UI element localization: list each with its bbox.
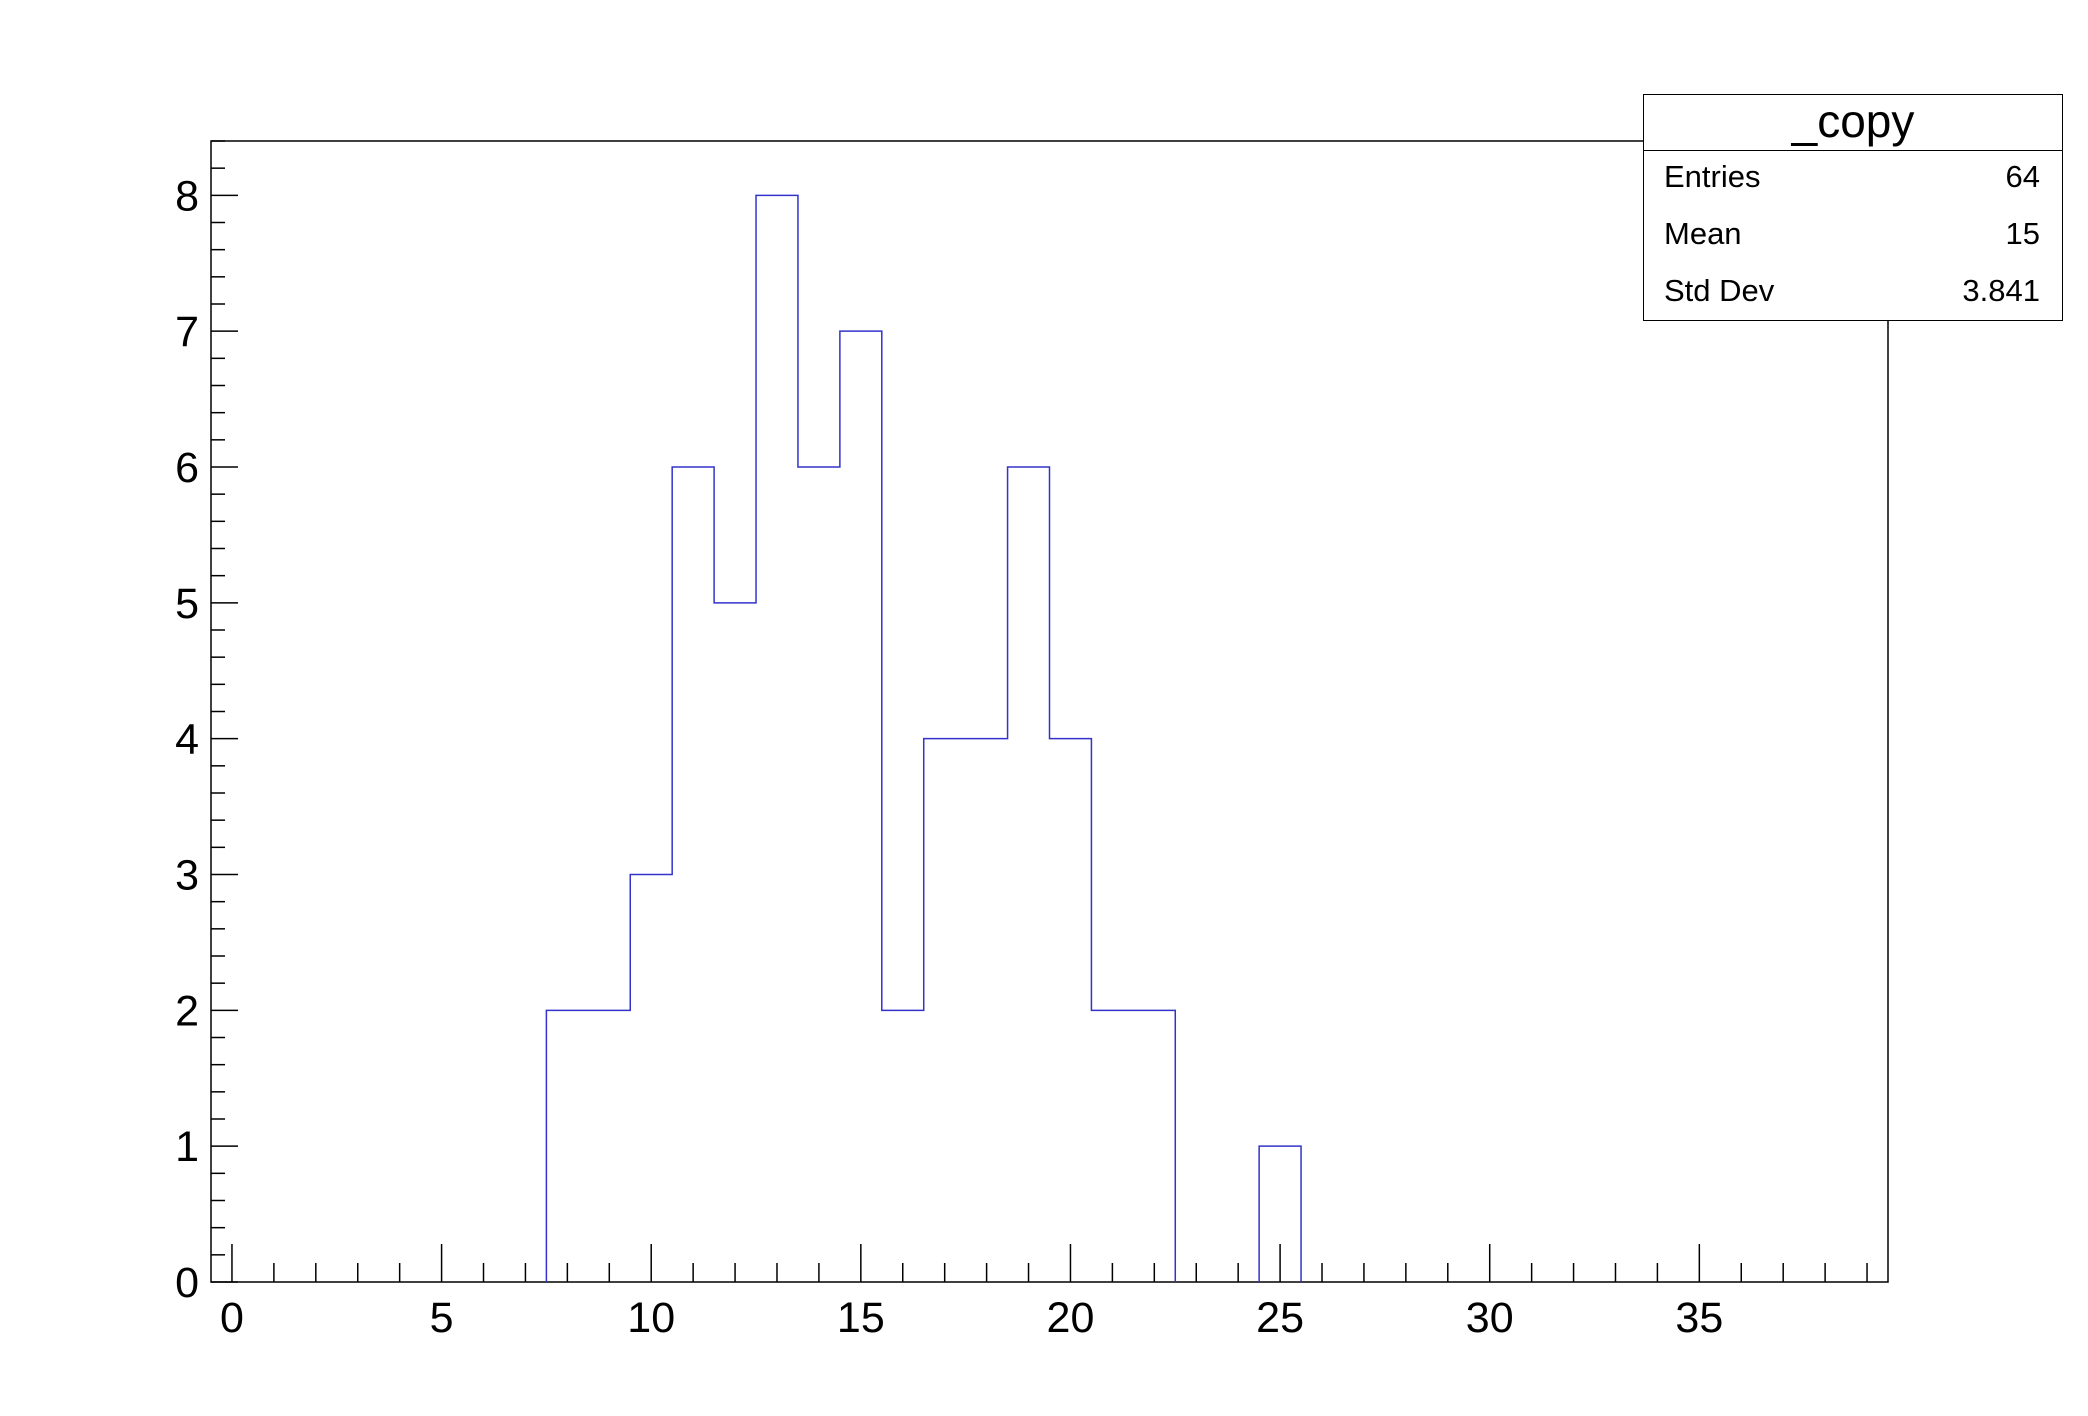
stats-mean-value: 15 [2005, 216, 2040, 251]
stats-mean-label: Mean [1664, 216, 1742, 251]
x-tick-label: 25 [1256, 1294, 1304, 1342]
stats-entries-value: 64 [2005, 159, 2040, 194]
x-tick-label: 20 [1047, 1294, 1095, 1342]
x-tick-label: 5 [430, 1294, 454, 1342]
y-tick-label: 6 [175, 444, 199, 492]
stats-row-stddev: Std Dev 3.841 [1664, 266, 2040, 316]
y-tick-label: 4 [175, 716, 199, 764]
stats-stddev-label: Std Dev [1664, 273, 1775, 308]
x-tick-label: 0 [220, 1294, 244, 1342]
y-tick-label: 3 [175, 852, 199, 900]
axes: 0 5 10 15 20 25 30 35 0 1 2 3 4 5 6 7 8 [175, 140, 1868, 1342]
histogram-outline [545, 194, 1302, 1282]
x-tick-label: 15 [837, 1294, 885, 1342]
stats-stddev-value: 3.841 [1962, 273, 2040, 308]
x-tick-label: 35 [1675, 1294, 1723, 1342]
stats-entries-label: Entries [1664, 159, 1761, 194]
x-tick-label: 30 [1466, 1294, 1514, 1342]
stats-title: _copy [1644, 95, 2062, 151]
y-tick-label: 0 [175, 1259, 199, 1307]
stats-row-entries: Entries 64 [1664, 152, 2040, 202]
y-tick-label: 7 [175, 308, 199, 356]
x-tick-label: 10 [627, 1294, 675, 1342]
y-tick-label: 2 [175, 987, 199, 1035]
y-tick-label: 1 [175, 1123, 199, 1171]
y-tick-label: 8 [175, 172, 199, 220]
stats-box: _copy Entries 64 Mean 15 Std Dev 3.841 [1643, 94, 2063, 321]
stats-row-mean: Mean 15 [1664, 209, 2040, 259]
y-tick-label: 5 [175, 580, 199, 628]
